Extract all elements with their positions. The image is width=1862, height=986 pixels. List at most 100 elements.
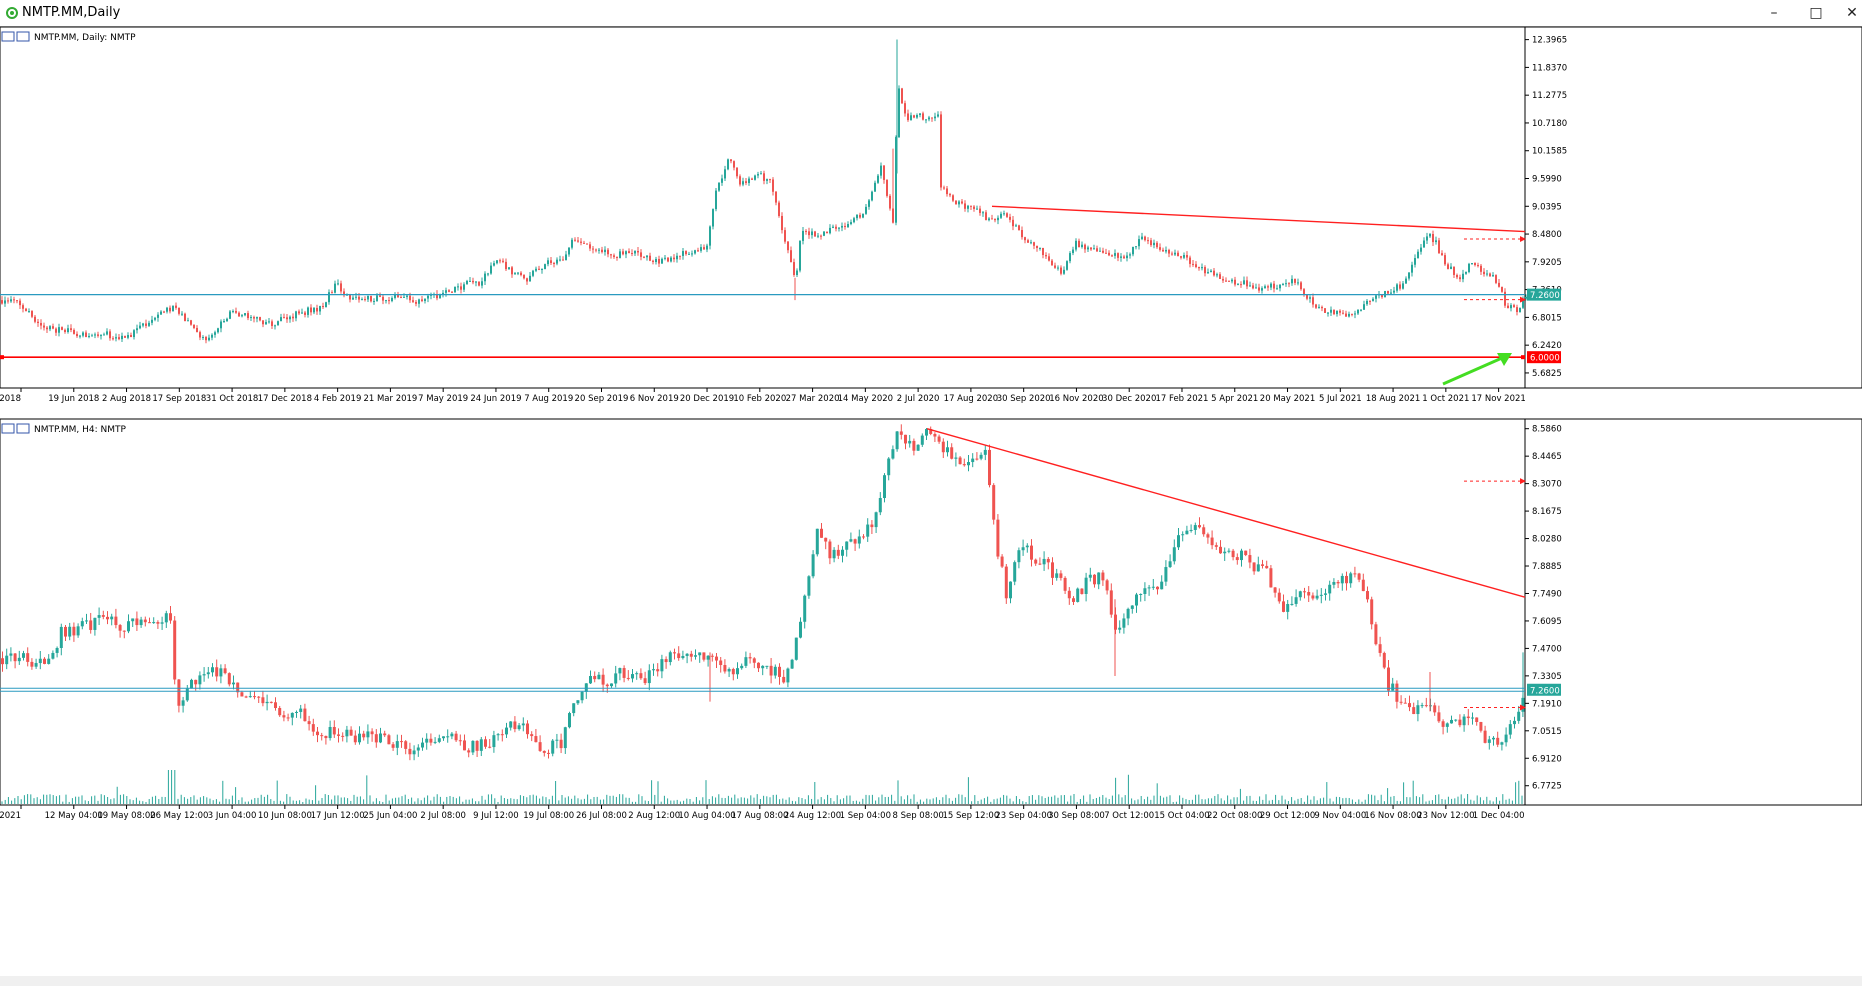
candle-body [1189, 257, 1191, 264]
y-tick-label: 8.4465 [1532, 452, 1562, 462]
candle-body [1433, 705, 1437, 713]
candle-body [1162, 249, 1164, 252]
candle-body [1420, 247, 1422, 252]
target-arrowhead [1520, 478, 1526, 485]
x-tick-label: 20 Dec 2019 [680, 394, 734, 404]
candle-body [145, 323, 147, 326]
x-tick-label: 17 Jun 12:00 [311, 811, 365, 821]
candle-body [1243, 280, 1245, 285]
candle-body [742, 181, 744, 185]
candle-body [1038, 563, 1042, 565]
h4-chart-panel[interactable]: NMTP.MM, H4: NMTP 8.5860 8.4465 8.3070 8.167… [0, 418, 1862, 823]
x-tick-label: 12 May 04:00 [45, 811, 103, 821]
maximize-button[interactable]: □ [1809, 5, 1823, 21]
x-tick-label: May 2021 [0, 811, 21, 821]
close-button[interactable]: ✕ [1846, 5, 1858, 21]
candle-body [664, 659, 668, 663]
candle-body [1183, 255, 1185, 258]
candle-body [1181, 534, 1185, 536]
candle-body [802, 230, 804, 241]
candle-body [214, 332, 216, 335]
candle-body [184, 313, 186, 322]
candle-body [958, 457, 962, 465]
candle-body [563, 727, 567, 749]
candle-body [1067, 590, 1071, 599]
candle-body [379, 295, 381, 297]
candle-body [421, 742, 424, 748]
candle-body [534, 736, 538, 743]
candle-body [100, 335, 102, 337]
candle-body [1210, 270, 1212, 273]
candle-body [458, 740, 462, 742]
candle-body [1483, 730, 1487, 743]
candle-body [656, 669, 660, 672]
candle-body [580, 241, 582, 243]
candle-body [247, 313, 249, 319]
candle-body [94, 334, 96, 336]
candle-body [1072, 249, 1074, 254]
candle-body [667, 257, 669, 262]
candle-body [292, 316, 294, 319]
candle-body [1075, 240, 1077, 250]
candle-body [229, 311, 231, 319]
candle-body [514, 273, 516, 275]
candle-body [583, 242, 585, 244]
candle-body [5, 655, 9, 665]
candle-body [631, 674, 634, 679]
candle-body [1414, 258, 1416, 265]
candle-body [954, 457, 958, 459]
candle-body [526, 723, 529, 735]
status-strip [0, 976, 1862, 986]
candle-body [1267, 286, 1269, 288]
candle-body [290, 712, 294, 718]
candle-body [387, 735, 391, 745]
candle-body [1172, 547, 1176, 562]
candle-body [782, 676, 786, 683]
candle-body [555, 739, 559, 741]
candle-body [1303, 591, 1306, 593]
candle-body [967, 205, 969, 209]
x-tick-label: 14 May 2020 [838, 394, 893, 404]
candle-body [298, 311, 300, 314]
candle-body [215, 667, 219, 677]
candle-body [682, 251, 684, 256]
candle-body [142, 323, 144, 326]
candle-body [895, 137, 897, 223]
candle-body [110, 616, 114, 620]
candle-body [719, 660, 723, 666]
candle-body [471, 740, 475, 753]
candle-body [391, 297, 393, 302]
candle-body [845, 541, 849, 550]
candle-body [807, 576, 811, 596]
candle-body [925, 119, 927, 121]
candle-body [1288, 283, 1290, 285]
candle-body [799, 240, 801, 271]
candle-body [628, 251, 630, 254]
candle-body [1009, 216, 1011, 220]
candle-body [652, 669, 655, 671]
minimize-button[interactable]: – [1770, 5, 1778, 21]
candle-body [208, 337, 210, 341]
price-tag-label: 6.0000 [1530, 354, 1560, 364]
daily-chart-panel[interactable]: NMTP.MM, Daily: NMTP 12.3965 11.8370 11.277… [0, 26, 1862, 406]
candle-body [576, 700, 580, 704]
candle-body [841, 225, 843, 228]
candle-body [1021, 547, 1025, 551]
candle-body [996, 519, 1000, 557]
candle-body [325, 302, 327, 308]
candle-body [883, 475, 886, 499]
candle-body [1255, 287, 1257, 289]
candle-body [1213, 270, 1215, 276]
candle-body [1390, 292, 1392, 294]
candle-body [1500, 742, 1504, 745]
candle-body [271, 321, 273, 326]
title-bar[interactable]: NMTP.MM,Daily – □ ✕ [0, 0, 1862, 27]
panel-label: NMTP.MM, Daily: NMTP [34, 33, 136, 43]
candle-body [635, 673, 639, 675]
candle-body [82, 332, 84, 336]
price-tag-label: 7.2600 [1530, 686, 1560, 696]
candle-body [1396, 284, 1398, 291]
price-tag [1527, 288, 1561, 301]
candle-body [887, 458, 891, 476]
candle-body [1069, 253, 1071, 262]
